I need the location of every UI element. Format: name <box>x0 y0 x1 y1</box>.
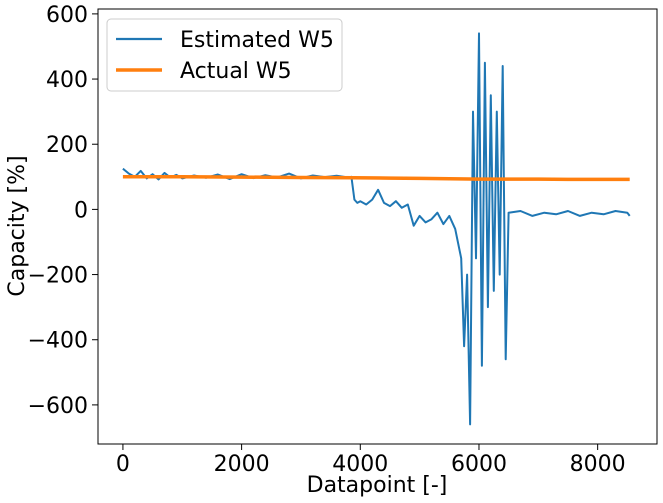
x-tick-label: 2000 <box>214 452 270 477</box>
y-tick-label: −200 <box>28 264 88 289</box>
y-tick-label: −400 <box>28 329 88 354</box>
x-tick-label: 4000 <box>332 452 388 477</box>
series-line-estimated-w5 <box>122 32 631 426</box>
x-tick-label: 0 <box>116 452 130 477</box>
legend-box <box>106 18 343 92</box>
series-layer <box>122 32 631 426</box>
x-tick-label: 6000 <box>451 452 507 477</box>
x-tick-label: 8000 <box>570 452 626 477</box>
x-axis-label: Datapoint [-] <box>307 473 448 498</box>
series-line-actual-w5 <box>122 175 630 182</box>
plot-frame <box>97 8 658 445</box>
y-axis-label: Capacity [%] <box>5 155 30 296</box>
legend-label-actual: Actual W5 <box>180 59 292 84</box>
y-tick-label: −600 <box>28 394 88 419</box>
y-tick-label: 200 <box>46 133 88 158</box>
legend-label-estimated: Estimated W5 <box>180 28 334 53</box>
y-tick-label: 600 <box>46 3 88 28</box>
legend: Estimated W5 Actual W5 <box>106 18 343 92</box>
y-tick-label: 400 <box>46 68 88 93</box>
y-tick-label: 0 <box>74 198 88 223</box>
